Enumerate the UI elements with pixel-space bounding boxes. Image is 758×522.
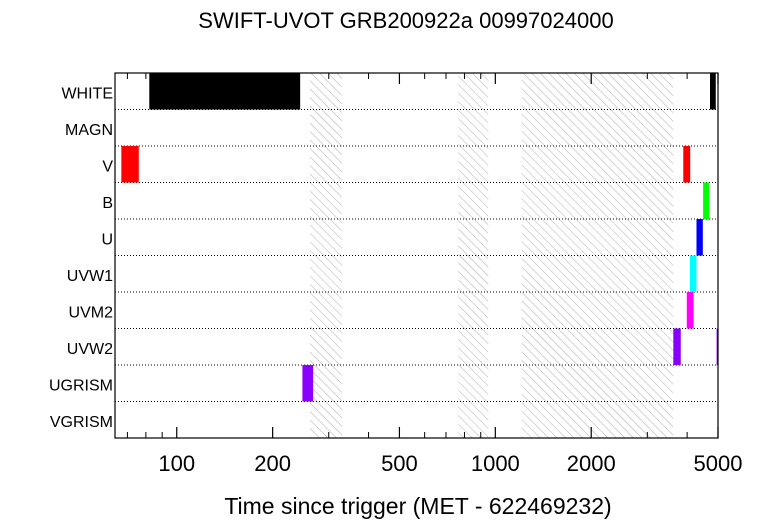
filter-label-magn: MAGN xyxy=(65,122,113,139)
gap-region-2 xyxy=(458,73,489,438)
x-tick-label-2000: 2000 xyxy=(567,451,616,476)
chart-title: SWIFT-UVOT GRB200922a 00997024000 xyxy=(198,8,613,33)
exposure-bar-uvw2 xyxy=(673,328,681,365)
filter-label-b: B xyxy=(102,195,113,212)
exposure-bar-b xyxy=(703,182,710,219)
filter-label-uvm2: UVM2 xyxy=(69,304,114,321)
filter-label-uvw1: UVW1 xyxy=(67,268,113,285)
x-tick-label-500: 500 xyxy=(381,451,418,476)
filter-label-vgrism: VGRISM xyxy=(50,414,113,431)
filter-label-ugrism: UGRISM xyxy=(49,377,113,394)
exposure-bar-v xyxy=(121,146,139,183)
filter-label-white: WHITE xyxy=(61,85,113,102)
filter-label-u: U xyxy=(101,231,113,248)
exposure-bar-uvw2 xyxy=(716,328,718,365)
exposure-bar-uvw1 xyxy=(689,255,697,292)
exposure-bar-white xyxy=(710,73,716,110)
x-tick-label-1000: 1000 xyxy=(471,451,520,476)
exposure-bar-u xyxy=(696,219,703,256)
plot-frame xyxy=(114,72,719,439)
filter-labels: WHITE MAGN V B U UVW1 UVM2 UVW2 UGRISM VGRISM xyxy=(49,85,113,431)
exposure-bars xyxy=(121,73,718,402)
gap-layer xyxy=(310,73,674,438)
exposure-bar-v xyxy=(683,146,691,183)
x-tick-label-100: 100 xyxy=(158,451,195,476)
x-axis-label: Time since trigger (MET - 622469232) xyxy=(224,493,611,519)
filter-label-uvw2: UVW2 xyxy=(67,341,113,358)
filter-label-v: V xyxy=(102,158,113,175)
x-tick-label-200: 200 xyxy=(254,451,291,476)
exposure-bar-uvm2 xyxy=(686,292,694,329)
x-axis-ticks: 100 200 500 1000 2000 5000 xyxy=(126,73,743,476)
exposure-bar-white xyxy=(149,73,301,110)
gap-region-3 xyxy=(521,73,674,438)
x-tick-label-5000: 5000 xyxy=(694,451,743,476)
exposure-bar-ugrism xyxy=(302,365,314,402)
